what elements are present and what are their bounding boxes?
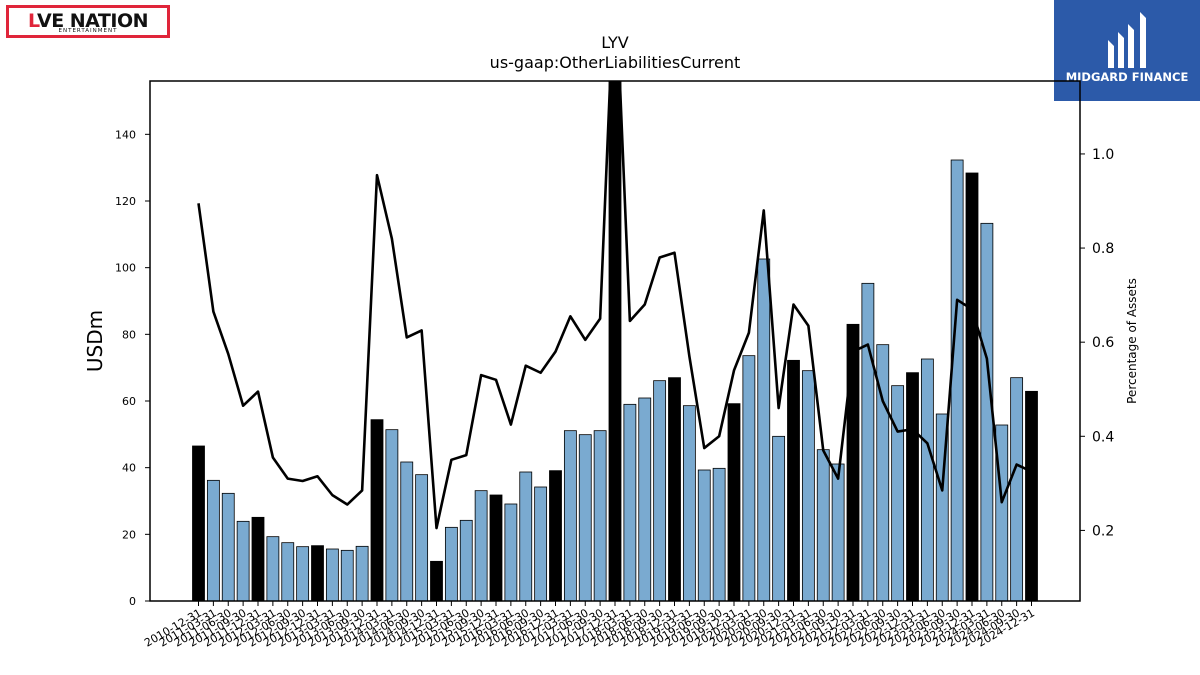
bar-2016-06-30 bbox=[519, 471, 533, 601]
bar-2015-09-30 bbox=[474, 490, 488, 601]
y2-tick-label: 0.8 bbox=[1092, 241, 1114, 257]
bar-2013-03-31 bbox=[325, 548, 339, 601]
bar-2018-06-30 bbox=[638, 397, 652, 601]
bar-2012-06-30 bbox=[281, 542, 295, 601]
bar-2022-12-31 bbox=[906, 372, 919, 601]
bar-2017-06-30 bbox=[578, 434, 592, 601]
live-nation-logo-subtitle: ENTERTAINMENT bbox=[58, 28, 118, 34]
bar-2014-03-31 bbox=[385, 429, 399, 601]
bar-group bbox=[192, 81, 1038, 601]
chart-title: LYV bbox=[601, 33, 629, 52]
live-nation-logo: LVE NATION ENTERTAINMENT bbox=[6, 5, 170, 38]
y2-tick-label: 0.6 bbox=[1092, 335, 1114, 351]
right-y-axis: 0.2 0.4 0.6 0.8 1.0 bbox=[1080, 147, 1114, 539]
bar-2018-03-31 bbox=[623, 403, 637, 601]
midgard-finance-logo: MIDGARD FINANCE bbox=[1054, 0, 1200, 101]
y-tick-label: 40 bbox=[122, 462, 136, 475]
bar-2023-03-31 bbox=[920, 358, 934, 601]
midgard-mark-icon bbox=[1108, 12, 1146, 68]
bar-2019-12-31 bbox=[727, 403, 741, 601]
bar-2024-12-31 bbox=[1025, 390, 1038, 601]
y2-tick-label: 0.4 bbox=[1092, 429, 1114, 445]
bar-2010-12-31 bbox=[192, 445, 205, 601]
bar-2023-09-30 bbox=[950, 159, 964, 601]
live-nation-logo-word: VE NATION bbox=[36, 10, 149, 32]
y-tick-label: 140 bbox=[115, 128, 136, 141]
bar-2019-03-31 bbox=[682, 405, 696, 601]
bar-2016-09-30 bbox=[534, 486, 548, 601]
bar-2012-03-31 bbox=[266, 536, 280, 601]
bar-2019-06-30 bbox=[697, 469, 711, 601]
bar-2012-09-30 bbox=[296, 546, 310, 601]
midgard-finance-logo-text: MIDGARD FINANCE bbox=[1065, 70, 1189, 84]
y-tick-label: 0 bbox=[129, 595, 136, 608]
percentage-of-assets-line bbox=[197, 81, 1033, 530]
bar-2015-06-30 bbox=[459, 519, 473, 601]
bar-2014-06-30 bbox=[400, 461, 414, 601]
bar-2020-03-31 bbox=[742, 355, 756, 601]
bar-2013-12-31 bbox=[370, 419, 384, 601]
bar-2020-12-31 bbox=[787, 359, 800, 601]
bar-2011-06-30 bbox=[221, 492, 235, 601]
bar-2021-09-30 bbox=[831, 463, 845, 601]
y-tick-label: 120 bbox=[115, 195, 136, 208]
y-tick-label: 80 bbox=[122, 328, 136, 341]
bar-2013-09-30 bbox=[355, 545, 369, 601]
bar-2022-03-31 bbox=[861, 282, 875, 601]
bar-2011-09-30 bbox=[236, 520, 250, 601]
y-axis-label: USDm bbox=[83, 310, 107, 372]
y2-axis-label: Percentage of Assets bbox=[1125, 278, 1139, 404]
y2-tick-label: 0.2 bbox=[1092, 523, 1114, 539]
bar-2018-12-31 bbox=[668, 377, 681, 601]
bar-2019-09-30 bbox=[712, 467, 726, 601]
bar-2017-12-31 bbox=[608, 81, 622, 601]
bar-2017-09-30 bbox=[593, 430, 607, 601]
bar-2014-09-30 bbox=[415, 474, 429, 601]
bar-2016-12-31 bbox=[549, 470, 562, 601]
bar-2016-03-31 bbox=[504, 503, 518, 601]
bar-2020-06-30 bbox=[757, 258, 771, 601]
bar-2021-03-31 bbox=[801, 370, 815, 601]
x-axis: 2010-12-312011-03-312011-06-302011-09-30… bbox=[142, 601, 1037, 650]
live-nation-logo-mark: L bbox=[27, 10, 38, 32]
bar-2015-12-31 bbox=[489, 494, 503, 601]
percentage-line-group bbox=[197, 81, 1033, 530]
left-y-axis: 0 20 40 60 80 100 120 140 bbox=[115, 128, 150, 608]
bar-2024-03-31 bbox=[980, 222, 994, 601]
chart-subtitle: us-gaap:OtherLiabilitiesCurrent bbox=[490, 53, 741, 72]
bar-2013-06-30 bbox=[340, 549, 354, 601]
bar-2023-12-31 bbox=[965, 172, 979, 601]
bar-2015-03-31 bbox=[444, 526, 458, 601]
bar-2021-12-31 bbox=[846, 323, 860, 601]
bar-2022-09-30 bbox=[891, 385, 905, 601]
bar-2021-06-30 bbox=[816, 449, 830, 601]
bar-2011-12-31 bbox=[251, 516, 265, 601]
bar-2011-03-31 bbox=[206, 479, 220, 601]
y-tick-label: 60 bbox=[122, 395, 136, 408]
bar-2020-09-30 bbox=[772, 435, 786, 601]
y-tick-label: 100 bbox=[115, 262, 136, 275]
bar-2014-12-31 bbox=[430, 560, 443, 601]
y-tick-label: 20 bbox=[122, 528, 136, 541]
bar-2017-03-31 bbox=[563, 430, 577, 601]
bar-2012-12-31 bbox=[311, 545, 324, 601]
bar-2018-09-30 bbox=[653, 380, 667, 601]
bar-2024-09-30 bbox=[1010, 377, 1024, 601]
y2-tick-label: 1.0 bbox=[1092, 147, 1114, 163]
